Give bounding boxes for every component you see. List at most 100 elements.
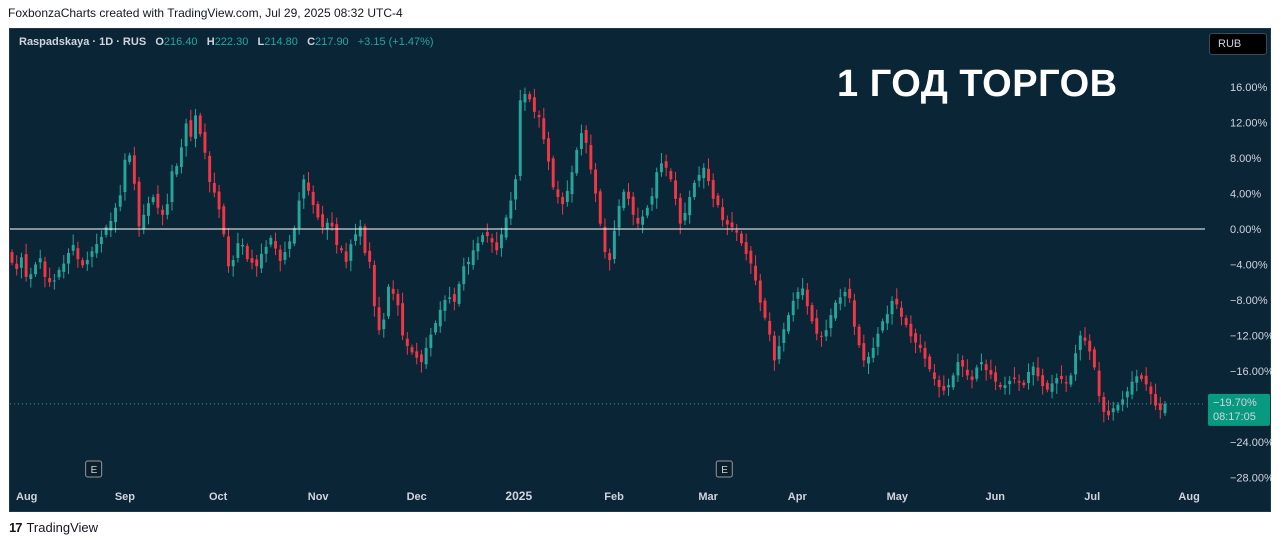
candle-body [43,261,47,277]
candle-body [274,241,278,249]
candle-body [1069,375,1073,385]
candle-body [932,372,936,379]
candle-body [617,205,621,228]
candle-body [1125,391,1129,398]
y-tick-label: −28.00% [1230,473,1272,485]
candle-body [1017,381,1021,383]
symbol-legend[interactable]: Raspadskaya · 1D · RUS O216.40 H222.30 L… [19,36,434,48]
open-label: O [155,36,164,48]
candle-body [1003,385,1007,389]
candle-body [965,369,969,376]
candle-body [518,100,522,177]
candle-body [62,263,66,272]
candle-body [650,196,654,205]
candle-body [10,252,14,263]
candle-body [857,326,861,346]
candle-body [128,155,132,162]
candle-body [1158,403,1162,411]
candle-body [970,376,974,380]
earnings-badge-label: E [91,465,98,476]
candle-body [561,197,565,205]
candle-body [283,252,287,260]
candle-body [118,195,122,207]
footer-branding[interactable]: 17 TradingView [9,520,98,535]
x-tick-label: Sep [115,491,135,503]
candle-body [768,320,772,335]
candle-body [1102,396,1106,412]
candle-body [749,250,753,264]
candle-body [52,280,56,282]
candle-body [928,356,932,370]
candle-body [1041,375,1045,387]
candle-body [34,264,37,275]
candle-body [1064,382,1068,384]
candle-body [796,292,800,299]
candle-body [702,167,706,179]
candle-body [71,244,75,251]
candle-body [15,263,19,269]
candle-body [401,303,405,336]
candle-body [311,191,315,206]
candle-body [462,266,466,285]
candle-body [203,131,207,153]
candle-body [998,384,1002,387]
price-chart[interactable]: 16.00% 12.00% 8.00% 4.00% 0.00% −4.00% −8.00% −… [10,29,1272,513]
candle-body [419,354,423,363]
candle-body [1031,366,1035,376]
candle-body [19,257,23,268]
x-axis: Aug Sep Oct Nov Dec 2025 Feb Mar Apr May Jun Jul Aug [16,489,1200,503]
candle-body [316,203,320,218]
currency-button[interactable]: RUB [1209,33,1267,55]
chart-panel[interactable]: 16.00% 12.00% 8.00% 4.00% 0.00% −4.00% −8.00% −… [9,28,1272,513]
candle-body [735,230,739,233]
candle-body [961,359,965,367]
candle-body [405,338,409,347]
candle-body [852,300,856,327]
candle-body [994,372,998,382]
candle-body [532,97,536,112]
candle-body [678,197,682,224]
candle-body [579,133,583,149]
candle-body [528,94,532,100]
candle-body [655,172,659,199]
candle-body [382,319,386,330]
candle-body [321,214,325,228]
change-value: +3.15 (+1.47%) [357,36,434,48]
candle-body [612,230,616,259]
earnings-badge-icon[interactable]: E [715,460,733,478]
candle-body [448,297,452,299]
candle-body [264,246,268,254]
y-tick-label: 0.00% [1230,224,1261,236]
candle-body [758,280,762,303]
candle-body [245,246,249,260]
candle-body [476,243,480,252]
candle-body [278,249,282,261]
candle-body [772,335,776,361]
candle-body [547,138,550,162]
x-tick-label: Mar [698,491,718,503]
symbol-name[interactable]: Raspadskaya · 1D · RUS [19,36,147,48]
candle-body [810,305,814,322]
candle-body [227,236,230,267]
earnings-badge-icon[interactable]: E [85,460,103,478]
candle-body [1107,410,1110,416]
candle-body [867,356,870,364]
candle-body [38,258,42,263]
low-value: 214.80 [264,36,298,48]
candle-body [212,183,216,193]
candle-body [165,204,169,215]
candle-body [1036,367,1040,377]
candle-body [24,254,28,277]
candle-body [791,300,795,316]
candle-body [697,174,701,181]
y-axis: 16.00% 12.00% 8.00% 4.00% 0.00% −4.00% −8.00% −… [1230,82,1272,485]
last-value-countdown: 08:17:05 [1213,411,1256,423]
candle-body [1144,375,1148,385]
candle-body [499,234,503,249]
candle-body [598,191,602,224]
candle-body [947,385,950,388]
candle-body [147,203,150,216]
candle-body [297,200,301,229]
candle-body [1092,349,1096,368]
candle-body [1163,403,1167,414]
